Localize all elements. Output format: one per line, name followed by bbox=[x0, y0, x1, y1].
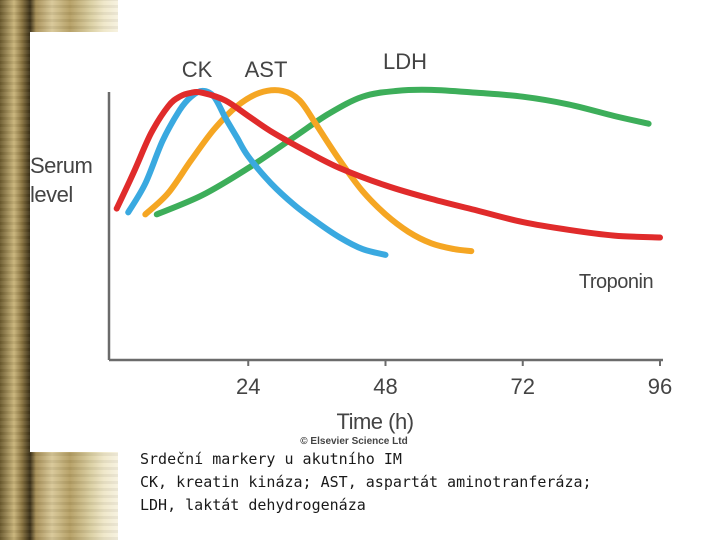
chart-panel: 24 48 72 96 Serum level Time (h) © Elsevier… bbox=[30, 32, 690, 452]
series-label-ck: CK bbox=[182, 57, 213, 82]
caption-line-2: CK, kreatin kináza; AST, aspartát aminot… bbox=[140, 473, 592, 491]
y-axis-label-line1: Serum bbox=[30, 153, 92, 178]
series-label-ldh: LDH bbox=[383, 49, 427, 74]
copyright-text: © Elsevier Science Ltd bbox=[300, 436, 407, 447]
chart-axes bbox=[107, 92, 663, 362]
x-ticks: 24 48 72 96 bbox=[236, 360, 672, 399]
series-line-ast bbox=[142, 87, 475, 255]
series-line-troponin bbox=[113, 89, 663, 241]
x-axis-label: Time (h) bbox=[336, 409, 413, 434]
series-label-troponin: Troponin bbox=[579, 271, 653, 293]
series-line-ldh bbox=[153, 86, 652, 218]
caption: Srdeční markery u akutního IM CK, kreati… bbox=[140, 448, 710, 517]
x-tick-label-24: 24 bbox=[236, 374, 260, 399]
caption-line-3: LDH, laktát dehydrogenáza bbox=[140, 496, 366, 514]
y-axis-label-line2: level bbox=[30, 182, 73, 207]
serum-markers-chart: 24 48 72 96 Serum level Time (h) © Elsevier… bbox=[30, 49, 672, 447]
series-line-ck bbox=[125, 87, 389, 258]
x-tick-label-96: 96 bbox=[648, 374, 672, 399]
x-tick-label-72: 72 bbox=[511, 374, 535, 399]
series-lines bbox=[113, 86, 663, 258]
chart-labels: Serum level Time (h) © Elsevier Science … bbox=[30, 49, 654, 447]
caption-line-1: Srdeční markery u akutního IM bbox=[140, 450, 402, 468]
x-tick-label-48: 48 bbox=[373, 374, 397, 399]
series-label-ast: AST bbox=[245, 57, 288, 82]
